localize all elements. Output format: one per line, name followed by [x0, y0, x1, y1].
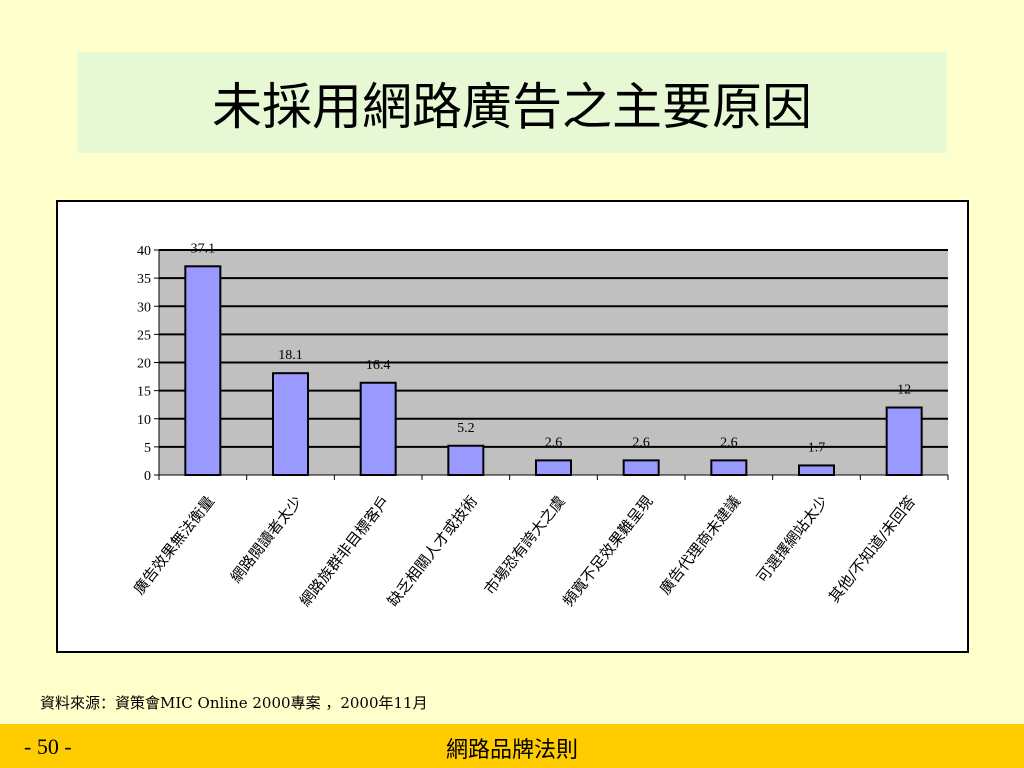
category-label: 頻寬不足效果難呈現 — [559, 492, 656, 609]
bar — [272, 372, 309, 476]
data-label: 18.1 — [278, 348, 303, 363]
y-tick-label: 40 — [137, 244, 151, 259]
category-label: 其他/不知道/未回答 — [825, 492, 919, 606]
category-label: 廣告代理商未建議 — [656, 492, 744, 598]
data-label: 2.6 — [545, 435, 563, 450]
y-tick-label: 0 — [144, 469, 151, 484]
bar — [710, 459, 748, 476]
bar — [359, 381, 397, 476]
category-label: 廣告效果無法衡量 — [130, 492, 218, 598]
bar — [447, 444, 485, 476]
category-label: 可選擇網站太少 — [753, 492, 832, 586]
chart-frame: 0 5 10 15 20 25 30 35 40 37.1 廣告效果無法衡量 18.1 網路閱讀者太少 1… — [56, 200, 969, 653]
data-label: 37.1 — [191, 241, 216, 256]
data-label: 5.2 — [457, 421, 475, 436]
slide-title: 未採用網路廣告之主要原因 — [212, 77, 812, 136]
source-note: 資料來源：資策會MIC Online 2000專案 ，2000年11月 — [40, 694, 428, 712]
data-label: 12 — [897, 383, 911, 398]
bar — [184, 265, 222, 476]
category-label: 缺乏相關人才或技術 — [384, 492, 481, 609]
category-label: 市場恐有誇大之虞 — [481, 492, 569, 598]
data-label: 1.7 — [808, 440, 826, 455]
category-label: 網路族群非目標客戶 — [296, 492, 393, 609]
bar-chart: 0 5 10 15 20 25 30 35 40 37.1 廣告效果無法衡量 18.1 網路閱讀者太少 1… — [130, 241, 949, 610]
y-tick-label: 30 — [137, 300, 151, 315]
y-tick-label: 10 — [137, 413, 151, 428]
footer-title: 網路品牌法則 — [445, 738, 578, 763]
data-label: 2.6 — [632, 435, 650, 450]
bar — [622, 459, 660, 476]
y-tick-label: 20 — [137, 357, 151, 372]
footer-bar: - 50 - 網路品牌法則 — [0, 724, 1024, 768]
title-box: 未採用網路廣告之主要原因 — [77, 52, 947, 153]
data-label: 2.6 — [720, 435, 738, 450]
bar — [798, 464, 835, 476]
bar — [535, 459, 572, 476]
y-tick-label: 15 — [137, 385, 151, 400]
page-number: - 50 - — [24, 734, 72, 759]
data-label: 16.4 — [366, 358, 391, 373]
category-label: 網路閱讀者太少 — [227, 492, 306, 586]
y-tick-label: 25 — [137, 328, 151, 343]
y-tick-label: 5 — [144, 441, 151, 456]
y-tick-label: 35 — [137, 272, 151, 287]
bar — [885, 406, 923, 476]
